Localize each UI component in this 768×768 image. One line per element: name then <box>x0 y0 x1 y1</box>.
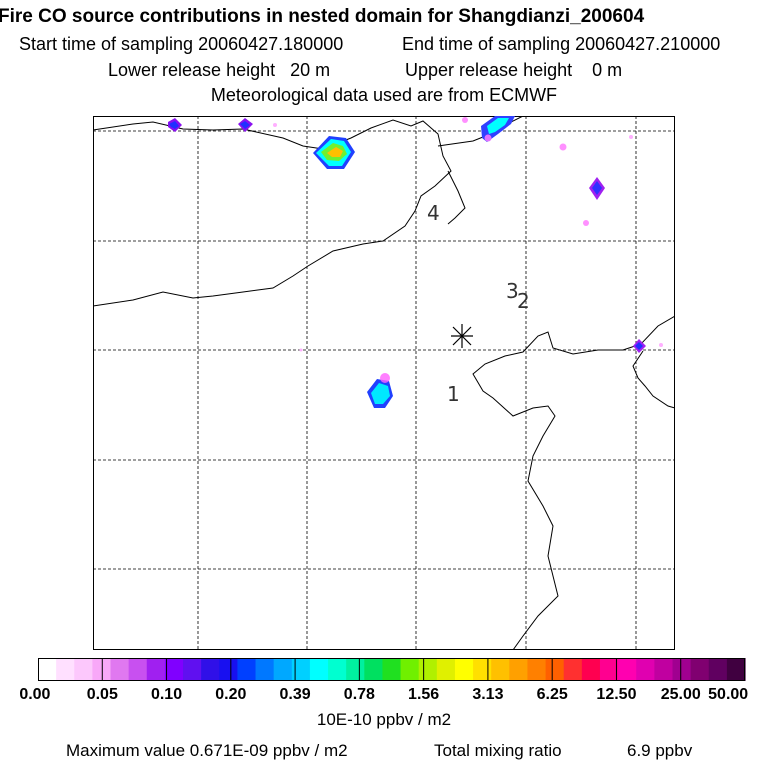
colorbar-cell <box>473 658 492 681</box>
speck-1 <box>559 143 567 151</box>
colorbar-tick-label: 50.00 <box>708 686 749 703</box>
map-title: Fire CO source contributions in nested d… <box>0 6 645 27</box>
speck-4 <box>462 117 468 123</box>
colorbar-tick-label: 0.10 <box>150 686 183 703</box>
colorbar-cell <box>56 658 75 681</box>
start-time: Start time of sampling 20060427.180000 <box>19 34 344 54</box>
speck-5 <box>273 123 277 127</box>
maximum-value: Maximum value 0.671E-09 ppbv / m2 <box>66 741 348 760</box>
plume-blob-north <box>313 136 355 169</box>
colorbar-cell <box>328 658 347 681</box>
colorbar-tick-label: 0.00 <box>19 686 51 703</box>
colorbar-tick-label: 0.20 <box>215 686 247 703</box>
colorbar-cell <box>527 658 547 681</box>
trajectory-label-1: 1 <box>447 382 460 406</box>
colorbar-cell <box>309 658 329 681</box>
colorbar-cell <box>364 658 384 681</box>
colorbar-tick-label: 1.56 <box>408 686 440 703</box>
total-mixing-value: 6.9 ppbv <box>627 741 693 760</box>
colorbar-cell <box>382 658 402 681</box>
speck-2 <box>583 220 589 226</box>
colorbar-cell <box>92 658 112 681</box>
trajectory-label-4: 4 <box>427 201 440 225</box>
colorbar-cell <box>545 658 565 681</box>
colorbar-cell <box>654 658 674 681</box>
colorbar-cell <box>509 658 529 681</box>
station-marker-icon <box>451 324 473 348</box>
colorbar-cell <box>726 658 746 681</box>
end-time: End time of sampling 20060427.210000 <box>402 34 721 54</box>
colorbar-cell <box>74 658 93 681</box>
colorbar-cell <box>690 658 710 681</box>
colorbar-cell <box>255 658 275 681</box>
colorbar-cell <box>291 658 311 681</box>
colorbar-cell <box>708 658 728 681</box>
colorbar-cell <box>581 658 601 681</box>
concentration-blobs <box>168 116 663 408</box>
colorbar-cell <box>563 658 583 681</box>
colorbar-tick-label: 3.13 <box>472 686 504 703</box>
lower-release-height: Lower release height 20 m <box>108 60 331 80</box>
speck-6 <box>659 343 663 347</box>
upper-release-height: Upper release height 0 m <box>405 60 623 80</box>
colorbar-tick-label: 25.00 <box>660 686 701 703</box>
colorbar-tick-label: 0.39 <box>279 686 311 703</box>
speck-7 <box>299 348 303 352</box>
graticule <box>93 116 675 650</box>
colorbar-cell <box>400 658 420 681</box>
colorbar-tick-label: 12.50 <box>596 686 637 703</box>
colorbar-cell <box>454 658 474 681</box>
speck-8 <box>484 134 492 142</box>
colorbar-cell <box>418 658 438 681</box>
colorbar-cell <box>436 658 456 681</box>
colorbar-cell <box>38 658 57 681</box>
colorbar-tick-label: 0.05 <box>86 686 118 703</box>
map-panel: 4 3 2 1 <box>93 116 675 650</box>
plume-blob-center <box>367 379 393 408</box>
colorbar-cell <box>618 658 637 681</box>
colorbar-cell <box>672 658 692 681</box>
colorbar-cell <box>219 658 239 681</box>
colorbar-cell <box>164 658 184 681</box>
colorbar-cell <box>183 658 202 681</box>
colorbar-cell <box>237 658 257 681</box>
colorbar-cell <box>273 658 293 681</box>
colorbar-tick-label: 0.78 <box>343 686 375 703</box>
colorbar-cell <box>636 658 655 681</box>
colorbar-cell <box>491 658 510 681</box>
total-mixing-label: Total mixing ratio <box>434 741 562 760</box>
colorbar-cell <box>599 658 619 681</box>
colorbar-tick-label: 6.25 <box>536 686 568 703</box>
colorbar-cell <box>110 658 130 681</box>
met-data-source: Meteorological data used are from ECMWF <box>210 85 558 105</box>
colorbar-cell <box>346 658 365 681</box>
colorbar-cell <box>146 658 166 681</box>
colorbar-unit: 10E-10 ppbv / m2 <box>316 710 452 729</box>
blob-center-tail <box>380 373 390 383</box>
colorbar-cell <box>201 658 220 681</box>
colorbar-cell <box>128 658 148 681</box>
colorbar <box>38 658 746 681</box>
trajectory-label-2: 2 <box>517 289 530 313</box>
trajectory-label-3: 3 <box>506 279 519 303</box>
speck-3 <box>629 135 633 139</box>
